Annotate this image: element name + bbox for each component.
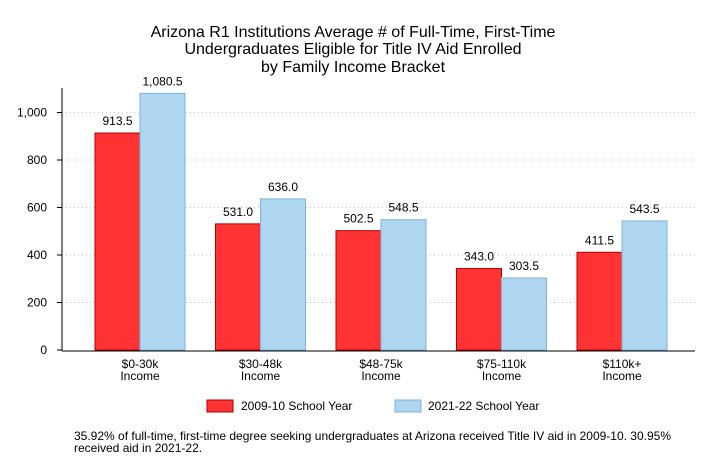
y-tick-label: 600 <box>27 201 47 215</box>
bar-2009-10 <box>94 132 141 351</box>
chart-title-line: Arizona R1 Institutions Average # of Ful… <box>151 24 556 41</box>
chart-title-line: by Family Income Bracket <box>261 59 446 76</box>
data-label: 636.0 <box>268 180 298 194</box>
legend-label: 2021-22 School Year <box>428 399 539 413</box>
data-label: 411.5 <box>585 233 614 247</box>
y-tick-label: 400 <box>27 248 47 262</box>
data-label: 1,080.5 <box>142 74 182 88</box>
y-tick-label: 1,000 <box>17 106 47 120</box>
bar-2009-10 <box>335 230 382 351</box>
data-label: 303.5 <box>509 259 539 273</box>
data-label: 913.5 <box>102 114 132 128</box>
y-tick-label: 200 <box>27 296 47 310</box>
bar-2009-10 <box>456 268 502 351</box>
x-category-label: Income <box>482 369 522 383</box>
legend-swatch <box>206 399 234 413</box>
bar-2021-22 <box>260 198 306 351</box>
x-category-label: Income <box>241 369 281 383</box>
bar-2021-22 <box>501 277 547 351</box>
data-label: 343.0 <box>464 250 494 264</box>
bar-2021-22 <box>380 219 427 351</box>
x-category-label: $48-75k <box>359 357 403 371</box>
x-category-label: $110k+ <box>603 357 642 371</box>
bar-2021-22 <box>139 92 186 351</box>
bar-2021-22 <box>621 220 668 351</box>
legend-label: 2009-10 School Year <box>241 399 352 413</box>
x-category-label: $30-48k <box>239 357 283 371</box>
x-category-label: Income <box>602 369 642 383</box>
legend-swatch <box>394 399 422 413</box>
data-label: 548.5 <box>388 201 418 215</box>
x-category-label: Income <box>120 369 160 383</box>
x-category-label: $75-110k <box>477 357 527 371</box>
bar-2009-10 <box>576 251 623 351</box>
x-category-label: Income <box>361 369 401 383</box>
footnote: 35.92% of full-time, first-time degree s… <box>74 429 672 455</box>
bar-2009-10 <box>215 223 261 351</box>
data-label: 531.0 <box>223 205 253 219</box>
y-tick-label: 0 <box>40 343 47 357</box>
data-label: 502.5 <box>343 212 373 226</box>
x-category-label: $0-30k <box>122 357 160 371</box>
data-label: 543.5 <box>629 202 659 216</box>
chart-title-line: Undergraduates Eligible for Title IV Aid… <box>184 41 521 58</box>
y-tick-label: 800 <box>27 153 47 167</box>
